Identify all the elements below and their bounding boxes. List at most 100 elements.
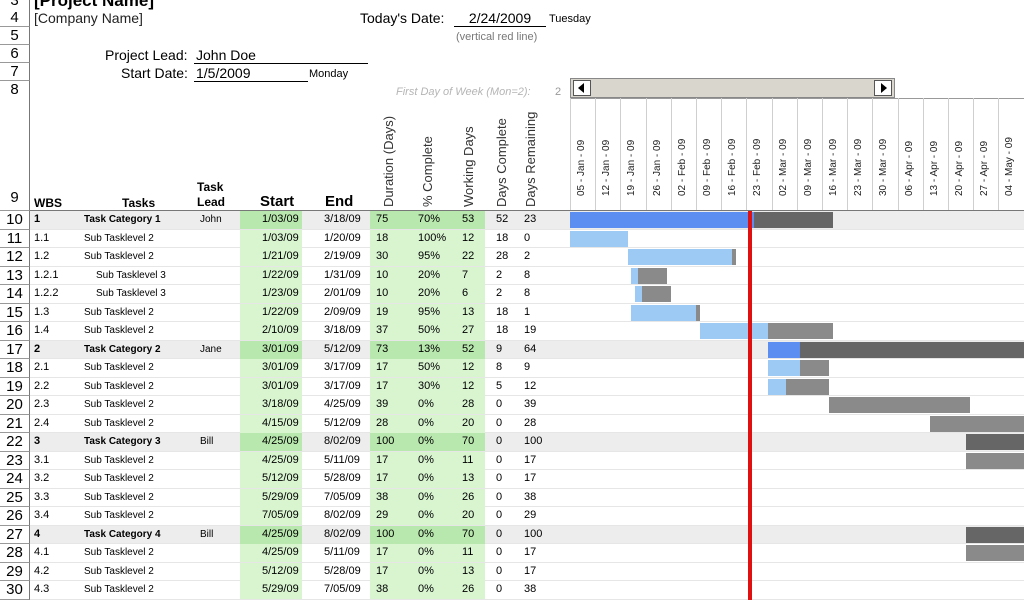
task-row[interactable]: 3.3 Sub Tasklevel 2 5/29/09 7/05/09 38 0% 26 0 3… — [30, 488, 1024, 507]
days-remaining-cell[interactable]: 38 — [524, 583, 537, 595]
duration-cell[interactable]: 18 — [376, 231, 389, 244]
start-cell[interactable]: 5/29/09 — [262, 583, 299, 595]
gantt-bar-complete[interactable] — [570, 212, 754, 228]
gantt-bar-remaining[interactable] — [829, 397, 970, 413]
working-days-cell[interactable]: 11 — [462, 546, 474, 558]
wbs-cell[interactable]: 1.3 — [34, 305, 50, 318]
wbs-cell[interactable]: 2 — [34, 342, 41, 355]
end-cell[interactable]: 3/18/09 — [324, 324, 361, 336]
task-row[interactable]: 1.2 Sub Tasklevel 2 1/21/09 2/19/09 30 95% 22 2… — [30, 248, 1024, 267]
pct-complete-cell[interactable]: 0% — [418, 435, 434, 447]
task-name-cell[interactable]: Sub Tasklevel 2 — [84, 362, 154, 373]
days-complete-cell[interactable]: 0 — [496, 472, 503, 484]
pct-complete-cell[interactable]: 0% — [418, 546, 434, 558]
task-name-cell[interactable]: Task Category 4 — [84, 528, 161, 540]
gantt-bar-complete[interactable] — [768, 360, 801, 376]
duration-cell[interactable]: 29 — [376, 509, 389, 521]
pct-complete-cell[interactable]: 0% — [418, 583, 434, 595]
days-remaining-cell[interactable]: 64 — [524, 342, 537, 355]
pct-complete-cell[interactable]: 95% — [418, 305, 441, 318]
days-remaining-cell[interactable]: 2 — [524, 250, 531, 262]
working-days-cell[interactable]: 26 — [462, 490, 475, 503]
wbs-cell[interactable]: 1 — [34, 213, 41, 225]
row-number[interactable]: 9 — [0, 98, 30, 211]
wbs-cell[interactable]: 4.2 — [34, 564, 50, 577]
task-name-cell[interactable]: Sub Tasklevel 2 — [84, 510, 154, 521]
task-name-cell[interactable]: Sub Tasklevel 3 — [96, 288, 166, 299]
pct-complete-cell[interactable]: 0% — [418, 527, 434, 540]
working-days-cell[interactable]: 70 — [462, 527, 475, 540]
days-complete-cell[interactable]: 28 — [496, 250, 509, 262]
task-name-cell[interactable]: Sub Tasklevel 2 — [84, 547, 154, 558]
end-cell[interactable]: 7/05/09 — [324, 490, 361, 503]
pct-complete-cell[interactable]: 100% — [418, 231, 447, 244]
start-cell[interactable]: 3/01/09 — [262, 342, 299, 355]
days-remaining-cell[interactable]: 8 — [524, 268, 531, 281]
gantt-bar-remaining[interactable] — [800, 360, 830, 376]
wbs-cell[interactable]: 4.3 — [34, 583, 50, 595]
task-name-cell[interactable]: Sub Tasklevel 2 — [84, 232, 154, 244]
end-cell[interactable]: 2/09/09 — [324, 305, 361, 318]
pct-complete-cell[interactable]: 13% — [418, 342, 441, 355]
end-cell[interactable]: 4/25/09 — [324, 398, 361, 410]
row-number[interactable]: 19 — [0, 377, 30, 396]
days-complete-cell[interactable]: 0 — [496, 398, 503, 410]
duration-cell[interactable]: 100 — [376, 435, 395, 447]
days-complete-cell[interactable]: 18 — [496, 231, 509, 244]
days-remaining-cell[interactable]: 100 — [524, 527, 543, 540]
start-cell[interactable]: 4/25/09 — [262, 546, 299, 558]
end-cell[interactable]: 5/11/09 — [324, 546, 360, 558]
wbs-cell[interactable]: 1.2.2 — [34, 287, 59, 299]
days-complete-cell[interactable]: 2 — [496, 287, 503, 299]
row-number[interactable]: 18 — [0, 359, 30, 378]
task-row[interactable]: 1.2.1 Sub Tasklevel 3 1/22/09 1/31/09 10 20% 7… — [30, 266, 1024, 285]
end-cell[interactable]: 5/28/09 — [324, 564, 361, 577]
row-number[interactable]: 21 — [0, 414, 30, 433]
pct-complete-cell[interactable]: 0% — [418, 490, 434, 503]
task-name-cell[interactable]: Task Category 2 — [84, 343, 161, 355]
duration-cell[interactable]: 17 — [376, 564, 389, 577]
gantt-bar-complete[interactable] — [768, 378, 786, 395]
pct-complete-cell[interactable]: 50% — [418, 361, 441, 373]
days-remaining-cell[interactable]: 1 — [524, 305, 531, 318]
duration-cell[interactable]: 28 — [376, 416, 389, 429]
duration-cell[interactable]: 19 — [376, 305, 389, 318]
days-complete-cell[interactable]: 0 — [496, 527, 503, 540]
end-cell[interactable]: 8/02/09 — [324, 509, 361, 521]
task-name-cell[interactable]: Sub Tasklevel 2 — [84, 473, 154, 484]
gantt-bar-remaining[interactable] — [768, 323, 833, 339]
row-number[interactable]: 16 — [0, 322, 30, 341]
wbs-cell[interactable]: 2.2 — [34, 379, 50, 392]
end-cell[interactable]: 7/05/09 — [324, 583, 361, 595]
start-cell[interactable]: 4/25/09 — [262, 435, 299, 447]
task-row[interactable]: 1.2.2 Sub Tasklevel 3 1/23/09 2/01/09 10 20% 6… — [30, 285, 1024, 304]
task-row[interactable]: 4.1 Sub Tasklevel 2 4/25/09 5/11/09 17 0% 11 0 1… — [30, 544, 1024, 563]
duration-cell[interactable]: 17 — [376, 379, 389, 392]
task-name-cell[interactable]: Task Category 1 — [84, 214, 161, 225]
pct-complete-cell[interactable]: 20% — [418, 287, 441, 299]
pct-complete-cell[interactable]: 30% — [418, 379, 441, 392]
pct-complete-cell[interactable]: 0% — [418, 509, 434, 521]
task-category-row[interactable]: 4 Task Category 4 Bill 4/25/09 8/02/09 100 0% 7… — [30, 525, 1024, 544]
end-cell[interactable]: 5/12/09 — [324, 342, 361, 355]
days-remaining-cell[interactable]: 17 — [524, 453, 537, 466]
days-complete-cell[interactable]: 18 — [496, 324, 509, 336]
days-complete-cell[interactable]: 0 — [496, 435, 503, 447]
days-remaining-cell[interactable]: 17 — [524, 546, 537, 558]
duration-cell[interactable]: 17 — [376, 472, 389, 484]
working-days-cell[interactable]: 12 — [462, 361, 475, 373]
end-cell[interactable]: 3/18/09 — [324, 213, 361, 225]
days-remaining-cell[interactable]: 0 — [524, 231, 531, 244]
end-cell[interactable]: 3/17/09 — [324, 361, 361, 373]
gantt-bar-remaining[interactable] — [966, 452, 1024, 469]
working-days-cell[interactable]: 28 — [462, 398, 475, 410]
row-number[interactable]: 5 — [0, 27, 30, 45]
gantt-bar-complete[interactable] — [631, 304, 696, 321]
duration-cell[interactable]: 37 — [376, 324, 389, 336]
task-lead-cell[interactable]: Bill — [200, 528, 214, 540]
wbs-cell[interactable]: 4 — [34, 527, 41, 540]
task-row[interactable]: 2.2 Sub Tasklevel 2 3/01/09 3/17/09 17 30% 12 5… — [30, 377, 1024, 396]
task-name-cell[interactable]: Sub Tasklevel 2 — [84, 454, 154, 466]
project-lead-value[interactable]: John Doe — [194, 47, 368, 64]
working-days-cell[interactable]: 11 — [462, 453, 474, 466]
